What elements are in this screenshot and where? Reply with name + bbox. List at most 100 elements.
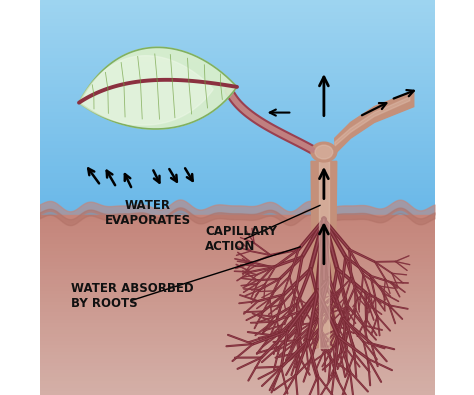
Bar <box>39 140 435 143</box>
Bar <box>39 190 435 194</box>
Bar <box>39 370 435 373</box>
Bar <box>39 122 435 126</box>
Bar <box>39 262 435 265</box>
Bar <box>39 269 435 273</box>
Polygon shape <box>79 56 213 125</box>
Ellipse shape <box>311 142 337 162</box>
Bar <box>39 330 435 334</box>
Bar <box>39 165 435 169</box>
Bar <box>39 126 435 129</box>
Bar <box>39 158 435 162</box>
Bar <box>39 75 435 79</box>
Bar <box>39 183 435 186</box>
Bar <box>39 294 435 298</box>
Bar <box>39 36 435 40</box>
Bar <box>39 287 435 291</box>
Bar <box>39 237 435 241</box>
Bar <box>39 97 435 100</box>
Bar <box>39 298 435 301</box>
Bar <box>39 258 435 262</box>
Bar <box>39 233 435 237</box>
Text: WATER
EVAPORATES: WATER EVAPORATES <box>105 199 191 228</box>
Bar <box>39 4 435 7</box>
Bar <box>39 276 435 280</box>
Bar <box>39 136 435 140</box>
Bar <box>39 366 435 370</box>
Bar <box>39 186 435 190</box>
Bar <box>39 291 435 294</box>
Bar <box>39 359 435 363</box>
Bar <box>39 133 435 136</box>
Bar <box>39 179 435 183</box>
Bar <box>39 176 435 179</box>
Polygon shape <box>335 97 410 146</box>
Bar <box>39 18 435 22</box>
Bar <box>39 129 435 133</box>
Polygon shape <box>311 161 337 348</box>
Bar <box>39 72 435 75</box>
Bar <box>39 50 435 54</box>
Bar <box>39 201 435 205</box>
Bar <box>39 345 435 348</box>
Bar <box>39 29 435 32</box>
Bar <box>39 79 435 83</box>
Bar <box>39 68 435 72</box>
Bar <box>39 377 435 381</box>
Bar <box>39 111 435 115</box>
Bar <box>39 22 435 25</box>
Bar <box>39 54 435 57</box>
Bar <box>39 255 435 258</box>
Bar <box>39 251 435 255</box>
Bar <box>39 356 435 359</box>
Bar <box>39 143 435 147</box>
Bar <box>39 11 435 14</box>
Text: WATER ABSORBED
BY ROOTS: WATER ABSORBED BY ROOTS <box>71 282 194 310</box>
Bar <box>39 32 435 36</box>
Bar <box>39 388 435 391</box>
Bar <box>39 90 435 93</box>
Bar <box>39 226 435 229</box>
Bar <box>39 7 435 11</box>
Bar <box>39 104 435 108</box>
Bar <box>39 212 435 215</box>
Bar <box>39 327 435 330</box>
Text: CAPILLARY
ACTION: CAPILLARY ACTION <box>205 225 277 253</box>
Bar <box>39 108 435 111</box>
Bar <box>39 14 435 18</box>
Bar <box>39 25 435 29</box>
Bar <box>39 43 435 47</box>
Bar <box>39 334 435 337</box>
Bar <box>39 100 435 104</box>
Bar <box>39 169 435 172</box>
Bar <box>39 312 435 316</box>
Bar <box>39 154 435 158</box>
Bar <box>39 391 435 395</box>
Polygon shape <box>319 161 328 348</box>
Bar <box>39 65 435 68</box>
Bar <box>39 147 435 151</box>
Bar <box>39 222 435 226</box>
Bar <box>39 301 435 305</box>
Bar <box>39 309 435 312</box>
Bar <box>39 172 435 176</box>
Polygon shape <box>79 47 237 129</box>
Bar <box>39 316 435 320</box>
Bar <box>39 215 435 219</box>
Bar <box>39 348 435 352</box>
Bar <box>39 248 435 251</box>
Bar <box>39 0 435 4</box>
Bar <box>39 47 435 50</box>
Bar <box>39 265 435 269</box>
Bar <box>39 363 435 366</box>
Bar <box>39 352 435 356</box>
Bar <box>39 205 435 208</box>
Bar <box>39 219 435 222</box>
Bar <box>39 198 435 201</box>
Bar <box>39 244 435 248</box>
Bar <box>39 61 435 65</box>
Bar <box>39 337 435 341</box>
Bar <box>39 229 435 233</box>
Bar <box>39 57 435 61</box>
Bar <box>39 83 435 86</box>
Bar <box>39 162 435 165</box>
